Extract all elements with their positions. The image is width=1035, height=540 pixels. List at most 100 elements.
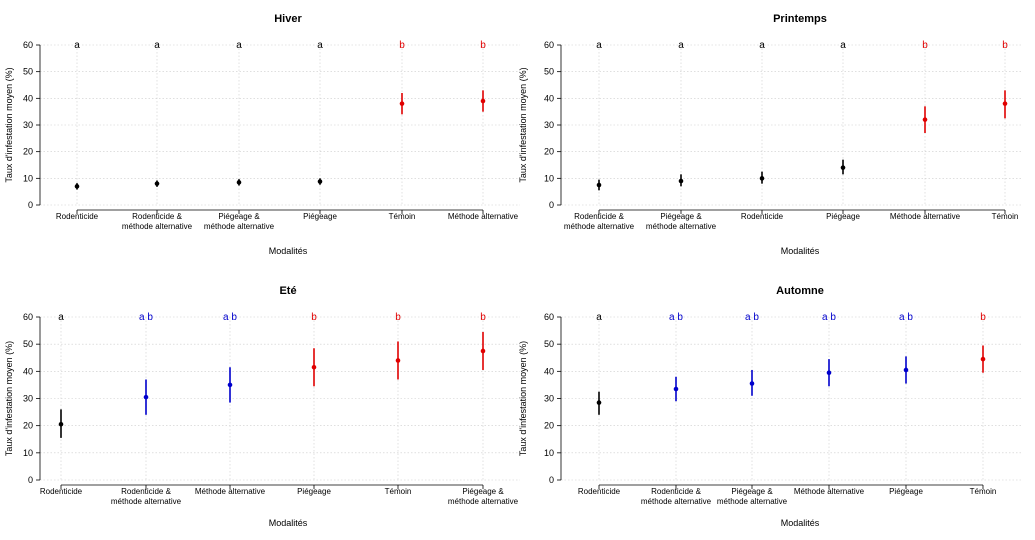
y-tick-label: 20	[23, 147, 33, 157]
x-axis-label: Modalités	[269, 246, 308, 256]
significance-letter: a b	[899, 312, 913, 323]
significance-letter: a b	[669, 312, 683, 323]
y-tick-label: 0	[549, 200, 554, 210]
y-tick-label: 40	[23, 93, 33, 103]
x-tick-label: Piégeage & méthode alternative	[448, 487, 519, 506]
y-tick-label: 0	[28, 200, 33, 210]
data-point	[1002, 101, 1008, 106]
panel-title: Hiver	[274, 13, 302, 25]
y-tick-label: 50	[544, 67, 554, 77]
data-point	[236, 180, 242, 185]
data-point	[922, 117, 928, 122]
data-point	[58, 422, 64, 427]
panel-title: Printemps	[773, 13, 827, 25]
data-point	[74, 184, 80, 189]
y-tick-label: 10	[544, 173, 554, 183]
significance-letter: a	[74, 40, 80, 51]
significance-letter: a b	[822, 312, 836, 323]
significance-letter: b	[980, 312, 986, 323]
x-tick-label: Piégeage & méthode alternative	[646, 212, 717, 231]
significance-letter: b	[480, 312, 486, 323]
y-tick-label: 30	[544, 394, 554, 404]
x-tick-label: Témoin	[385, 487, 412, 496]
x-tick-label: Rodenticide	[40, 487, 83, 496]
y-tick-label: 60	[23, 312, 33, 322]
significance-letter: a	[236, 40, 242, 51]
data-point	[143, 394, 149, 400]
y-tick-label: 0	[28, 475, 33, 485]
y-axis-label: Taux d'infestation moyen (%)	[518, 341, 528, 456]
significance-letter: a	[759, 40, 765, 51]
x-tick-label: Rodenticide & méthode alternative	[641, 487, 712, 506]
x-tick-label: Méthode alternative	[448, 212, 519, 221]
x-tick-label: Méthode alternative	[890, 212, 961, 221]
y-axis-label: Taux d'infestation moyen (%)	[4, 67, 14, 182]
y-tick-label: 40	[23, 366, 33, 376]
y-tick-label: 60	[544, 40, 554, 50]
x-axis-label: Modalités	[269, 518, 308, 528]
significance-letter: b	[1002, 40, 1008, 51]
data-point	[678, 178, 684, 184]
significance-letter: b	[399, 40, 405, 51]
x-tick-label: Rodenticide & méthode alternative	[122, 212, 193, 231]
x-axis-label: Modalités	[781, 518, 820, 528]
y-tick-label: 60	[544, 312, 554, 322]
data-point	[480, 348, 486, 354]
x-tick-label: Témoin	[992, 212, 1019, 221]
x-tick-label: Piégeage & méthode alternative	[204, 212, 275, 231]
significance-letter: a	[596, 312, 602, 323]
data-point	[840, 165, 846, 170]
y-tick-label: 60	[23, 40, 33, 50]
y-tick-label: 30	[544, 120, 554, 130]
data-point	[673, 386, 679, 392]
panel-title: Automne	[776, 285, 824, 297]
data-point	[154, 181, 160, 186]
chart-panel-3: 0 10 20 30 40 50 60 Eté Modalités Taux d'infestat…	[4, 285, 520, 528]
data-point	[759, 176, 765, 181]
x-tick-label: Piégeage	[826, 212, 860, 221]
x-tick-label: Rodenticide	[56, 212, 99, 221]
significance-letter: b	[480, 40, 486, 51]
significance-letter: a	[596, 40, 602, 51]
significance-letter: a	[317, 40, 323, 51]
data-point	[826, 370, 832, 375]
significance-letter: a	[678, 40, 684, 51]
data-point	[311, 364, 317, 370]
y-tick-label: 10	[23, 448, 33, 458]
x-tick-label: Témoin	[389, 212, 416, 221]
x-axis-label: Modalités	[781, 246, 820, 256]
data-point	[227, 382, 233, 388]
chart-panel-1: 0 10 20 30 40 50 60 Hiver Modalités Taux d'infest…	[4, 13, 520, 256]
significance-letter: a	[154, 40, 160, 51]
y-tick-label: 10	[23, 173, 33, 183]
data-point	[749, 381, 755, 386]
y-tick-label: 20	[544, 147, 554, 157]
significance-letter: b	[311, 312, 317, 323]
chart-panel-4: 0 10 20 30 40 50 60 Automne Modalités Taux d'infe…	[518, 285, 1023, 528]
y-tick-label: 30	[23, 394, 33, 404]
y-tick-label: 0	[549, 475, 554, 485]
significance-letter: b	[922, 40, 928, 51]
y-tick-label: 50	[23, 67, 33, 77]
x-tick-label: Témoin	[970, 487, 997, 496]
y-tick-label: 20	[23, 421, 33, 431]
y-axis-label: Taux d'infestation moyen (%)	[518, 67, 528, 182]
panel-title: Eté	[279, 285, 296, 297]
x-tick-label: Méthode alternative	[794, 487, 865, 496]
data-point	[596, 182, 602, 188]
y-tick-label: 20	[544, 421, 554, 431]
x-tick-label: Rodenticide	[578, 487, 621, 496]
significance-letter: a	[58, 312, 64, 323]
significance-letter: a b	[223, 312, 237, 323]
x-tick-label: Rodenticide	[741, 212, 784, 221]
data-point	[317, 179, 323, 184]
significance-letter: a	[840, 40, 846, 51]
y-tick-label: 50	[544, 339, 554, 349]
y-tick-label: 40	[544, 93, 554, 103]
y-tick-label: 50	[23, 339, 33, 349]
data-point	[395, 358, 401, 363]
y-tick-label: 10	[544, 448, 554, 458]
significance-letter: a b	[139, 312, 153, 323]
